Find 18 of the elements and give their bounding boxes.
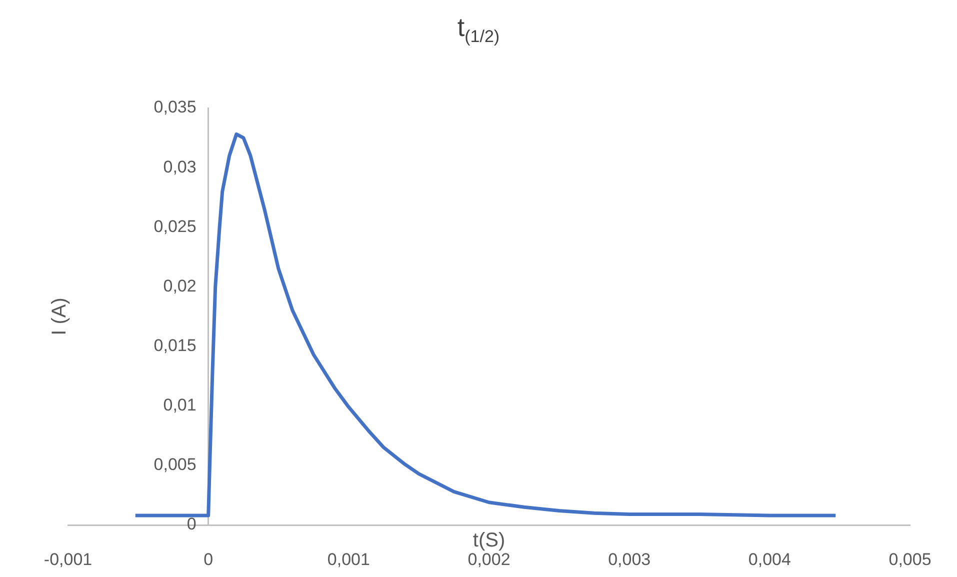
- y-tick-label: 0,02: [163, 276, 196, 296]
- y-tick-label: 0,035: [154, 98, 196, 117]
- x-axis-title: t(S): [472, 530, 506, 552]
- x-tick-label: 0,004: [748, 550, 791, 570]
- y-tick-label: 0,025: [154, 216, 196, 236]
- x-tick-label: 0,005: [888, 550, 932, 570]
- y-tick-label: 0,015: [154, 336, 196, 355]
- y-tick-label: 0,005: [154, 455, 196, 474]
- y-tick-label: 0,03: [163, 157, 196, 176]
- x-tick-label: -0,001: [44, 550, 92, 570]
- chart-title: t$_{(1/2)}$: [456, 12, 501, 48]
- x-tick-label: 0,003: [608, 550, 651, 570]
- y-tick-label: 0: [186, 514, 196, 534]
- y-axis-title: I (A): [48, 298, 71, 336]
- y-tick-label: 0,01: [163, 396, 196, 415]
- x-tick-label: 0: [204, 550, 214, 570]
- x-tick-label: 0,002: [468, 550, 510, 570]
- x-tick-label: 0,001: [327, 550, 370, 570]
